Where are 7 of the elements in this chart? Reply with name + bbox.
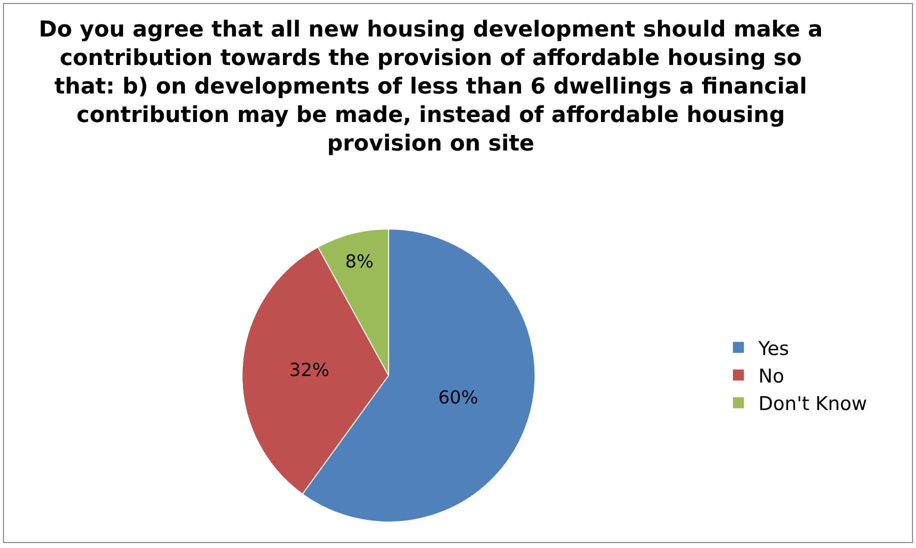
legend-label: No: [758, 365, 784, 388]
data-label: 60%: [438, 388, 478, 409]
legend-label: Yes: [757, 338, 790, 360]
data-label: 8%: [345, 251, 374, 272]
legend-label: Don't Know: [758, 393, 868, 416]
data-label: 32%: [289, 360, 330, 382]
chart-title: Do you agree that all new housing development should make a contribution towards the provision of affordable housing so that: b) on developments of less than 6 dwellings a financial contribution may be made, instead of affordable housing provision on site: [38, 17, 823, 157]
